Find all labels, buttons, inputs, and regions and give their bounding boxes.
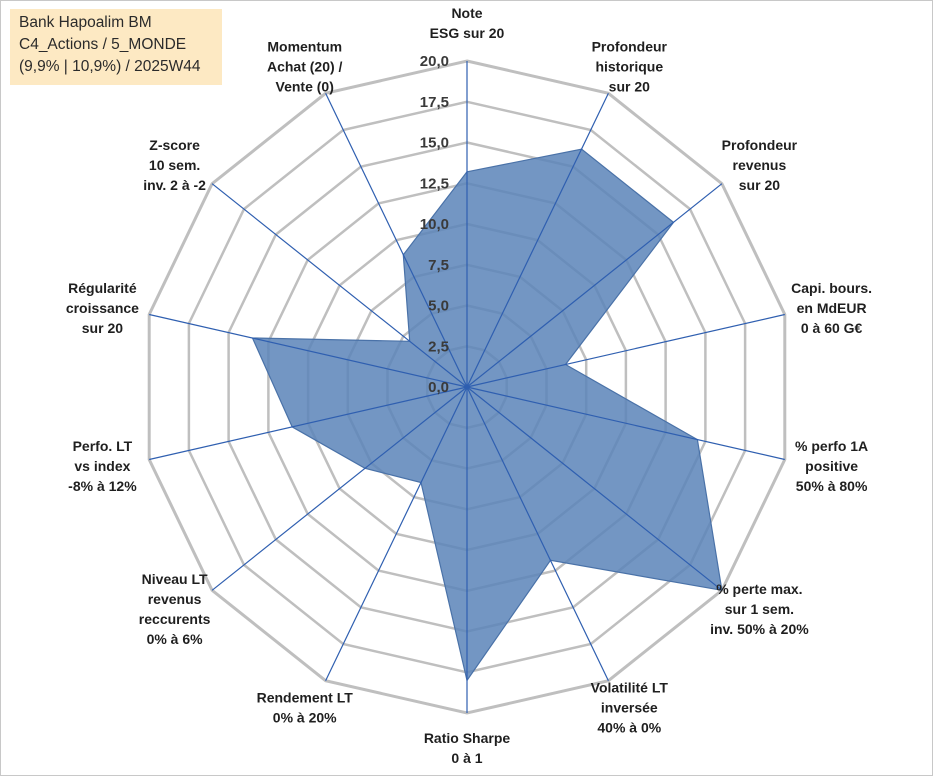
tick-label-8: 20,0 bbox=[420, 53, 449, 70]
axis-label-6-line-1: inversée bbox=[601, 700, 658, 716]
spoke-11 bbox=[149, 313, 468, 388]
axis-label-3-line-1: en MdEUR bbox=[797, 300, 867, 316]
axis-label-10-line-0: Perfo. LT bbox=[73, 438, 133, 454]
axis-label-5-line-2: inv. 50% à 20% bbox=[710, 621, 809, 637]
axis-label-3-line-2: 0 à 60 G€ bbox=[801, 320, 863, 336]
spoke-2 bbox=[466, 183, 723, 388]
tick-label-6: 15,0 bbox=[420, 135, 449, 152]
axis-label-12-line-2: inv. 2 à -2 bbox=[143, 177, 206, 193]
axis-label-9-line-3: 0% à 6% bbox=[147, 631, 204, 647]
spoke-1 bbox=[466, 93, 609, 388]
radar-spokes bbox=[149, 61, 785, 713]
spoke-5 bbox=[466, 386, 723, 591]
axis-label-12-line-0: Z-score bbox=[149, 137, 200, 153]
tick-label-1: 2,5 bbox=[428, 338, 449, 355]
spoke-6 bbox=[466, 386, 609, 681]
spoke-10 bbox=[149, 386, 468, 461]
spoke-12 bbox=[211, 183, 468, 388]
axis-label-13-line-2: Vente (0) bbox=[276, 78, 334, 94]
spoke-9 bbox=[211, 386, 468, 591]
axis-label-3-line-0: Capi. bours. bbox=[791, 280, 872, 296]
axis-label-1-line-1: historique bbox=[595, 58, 663, 74]
spoke-13 bbox=[325, 93, 468, 388]
radar-tick-labels: 0,0 2,5 5,0 7,5 10,0 12,5 15,0 17,5 20,0 bbox=[420, 53, 449, 396]
axis-label-13-line-1: Achat (20) / bbox=[267, 58, 343, 74]
axis-label-4: % perfo 1A positive 50% à 80% bbox=[795, 438, 868, 494]
axis-label-8-line-1: 0% à 20% bbox=[273, 710, 337, 726]
axis-label-11-line-2: sur 20 bbox=[82, 320, 123, 336]
axis-label-9: Niveau LT revenus reccurents 0% à 6% bbox=[139, 571, 211, 647]
axis-label-1: Profondeur historique sur 20 bbox=[592, 38, 668, 94]
axis-label-5-line-0: % perte max. bbox=[716, 581, 802, 597]
radar-axis-labels: Note ESG sur 20 Profondeur historique sur 20… bbox=[66, 5, 872, 766]
axis-label-2: Profondeur revenus sur 20 bbox=[722, 137, 798, 193]
axis-label-2-line-0: Profondeur bbox=[722, 137, 798, 153]
axis-label-9-line-1: revenus bbox=[148, 591, 202, 607]
tick-label-7: 17,5 bbox=[420, 94, 449, 111]
axis-label-4-line-1: positive bbox=[805, 458, 858, 474]
axis-label-0-line-0: Note bbox=[451, 5, 482, 21]
axis-label-4-line-0: % perfo 1A bbox=[795, 438, 868, 454]
spoke-8 bbox=[325, 386, 468, 681]
axis-label-5: % perte max. sur 1 sem. inv. 50% à 20% bbox=[710, 581, 809, 637]
tick-label-0: 0,0 bbox=[428, 379, 449, 396]
axis-label-5-line-1: sur 1 sem. bbox=[725, 601, 794, 617]
axis-label-2-line-2: sur 20 bbox=[739, 177, 780, 193]
axis-label-10-line-1: vs index bbox=[74, 458, 130, 474]
axis-label-3: Capi. bours. en MdEUR 0 à 60 G€ bbox=[791, 280, 872, 336]
axis-label-8-line-0: Rendement LT bbox=[257, 690, 354, 706]
axis-label-11-line-1: croissance bbox=[66, 300, 139, 316]
axis-label-6-line-2: 40% à 0% bbox=[597, 720, 661, 736]
axis-label-12: Z-score 10 sem. inv. 2 à -2 bbox=[143, 137, 206, 193]
title-line-3: (9,9% | 10,9%) / 2025W44 bbox=[19, 58, 201, 75]
title-line-1: Bank Hapoalim BM bbox=[19, 14, 152, 31]
radar-area-layer bbox=[251, 148, 723, 682]
axis-label-6-line-0: Volatilité LT bbox=[591, 680, 669, 696]
axis-label-0-line-1: ESG sur 20 bbox=[430, 25, 505, 41]
axis-label-13: Momentum Achat (20) / Vente (0) bbox=[267, 38, 343, 94]
title-line-2: C4_Actions / 5_MONDE bbox=[19, 36, 187, 53]
axis-label-6: Volatilité LT inversée 40% à 0% bbox=[591, 680, 669, 736]
axis-label-1-line-0: Profondeur bbox=[592, 38, 668, 54]
tick-label-5: 12,5 bbox=[420, 175, 449, 192]
axis-label-0: Note ESG sur 20 bbox=[430, 5, 505, 41]
axis-label-10: Perfo. LT vs index -8% à 12% bbox=[68, 438, 137, 494]
axis-label-11: Régularité croissance sur 20 bbox=[66, 280, 139, 336]
axis-label-7-line-1: 0 à 1 bbox=[451, 750, 482, 766]
chart-title-box: Bank Hapoalim BM C4_Actions / 5_MONDE (9… bbox=[10, 9, 222, 85]
axis-label-10-line-2: -8% à 12% bbox=[68, 478, 137, 494]
axis-label-7-line-0: Ratio Sharpe bbox=[424, 730, 511, 746]
axis-label-13-line-0: Momentum bbox=[267, 38, 342, 54]
tick-label-4: 10,0 bbox=[420, 216, 449, 233]
axis-label-12-line-1: 10 sem. bbox=[149, 157, 200, 173]
tick-label-3: 7,5 bbox=[428, 257, 449, 274]
tick-label-2: 5,0 bbox=[428, 298, 449, 315]
axis-label-11-line-0: Régularité bbox=[68, 280, 137, 296]
spoke-3 bbox=[466, 313, 785, 388]
axis-label-9-line-0: Niveau LT bbox=[142, 571, 208, 587]
axis-label-7: Ratio Sharpe 0 à 1 bbox=[424, 730, 511, 766]
axis-label-2-line-1: revenus bbox=[733, 157, 787, 173]
spoke-4 bbox=[466, 386, 785, 461]
data-series-area bbox=[251, 148, 723, 682]
axis-label-8: Rendement LT 0% à 20% bbox=[257, 690, 354, 726]
axis-label-1-line-2: sur 20 bbox=[609, 78, 650, 94]
axis-label-4-line-2: 50% à 80% bbox=[796, 478, 868, 494]
axis-label-9-line-2: reccurents bbox=[139, 611, 211, 627]
